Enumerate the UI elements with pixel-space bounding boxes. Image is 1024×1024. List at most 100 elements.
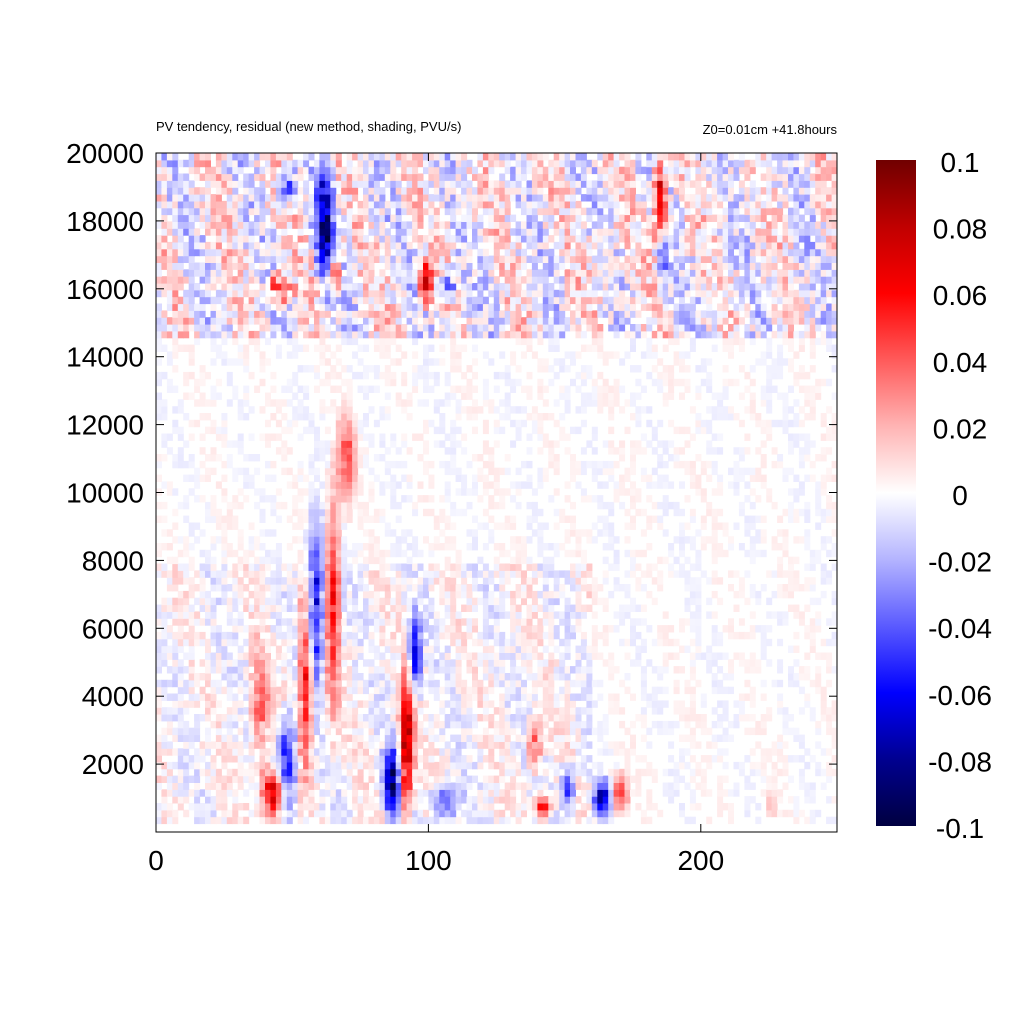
heatmap-cell [793,659,800,667]
heatmap-cell [423,652,429,660]
heatmap-cell [297,631,304,640]
heatmap-cell [166,570,173,578]
heatmap-cell [439,426,446,435]
heatmap-cell [706,611,713,619]
heatmap-cell [461,809,468,818]
heatmap-cell [210,543,217,551]
heatmap-cell [379,782,386,790]
heatmap-cell [232,796,239,804]
heatmap-cell [700,365,707,373]
heatmap-cell [226,501,233,510]
heatmap-cell [395,597,402,606]
heatmap-cell [215,631,222,640]
heatmap-cell [357,768,364,777]
heatmap-cell [673,768,680,777]
heatmap-cell [335,495,342,503]
heatmap-cell [363,501,369,510]
heatmap-cell [379,577,386,585]
heatmap-cell [760,392,767,400]
heatmap-cell [346,597,353,606]
heatmap-cell [684,618,691,626]
heatmap-cell [499,577,506,585]
heatmap-cell [368,796,375,804]
heatmap-cell [608,351,615,359]
heatmap-cell [243,344,250,352]
heatmap-cell [417,618,424,626]
heatmap-cell [308,426,315,435]
heatmap-cell [809,618,816,626]
heatmap-cell [199,590,206,599]
heatmap-cell [232,693,239,701]
heatmap-cell [809,413,816,421]
heatmap-cell [406,584,413,592]
heatmap-cell [439,358,446,366]
heatmap-cell [341,673,348,681]
heatmap-cell [243,727,250,736]
heatmap-cell [401,652,408,660]
heatmap-cell [401,378,408,387]
heatmap-cell [254,584,261,592]
heatmap-cell [341,597,348,606]
heatmap-cell [275,727,282,736]
heatmap-cell [570,727,576,736]
heatmap-cell [390,768,397,777]
heatmap-cell [798,536,805,544]
heatmap-cell [717,789,724,797]
heatmap-cell [308,741,315,749]
heatmap-cell [444,543,451,551]
heatmap-cell [510,803,517,811]
heatmap-cell [472,426,478,435]
heatmap-cell [706,789,713,797]
heatmap-cell [510,536,517,544]
heatmap-cell [368,611,375,619]
heatmap-cell [346,426,353,435]
heatmap-cell [711,556,718,565]
heatmap-cell [270,727,277,736]
heatmap-cell [630,447,636,455]
heatmap-cell [335,488,342,496]
heatmap-cell [559,714,566,722]
heatmap-cell [188,652,195,660]
heatmap-cell [728,673,734,681]
heatmap-cell [401,789,408,797]
heatmap-cell [700,782,707,790]
heatmap-cell [695,714,702,722]
heatmap-cell [265,707,271,715]
heatmap-cell [542,440,549,448]
heatmap-cell [630,392,636,400]
heatmap-cell [651,666,658,674]
heatmap-cell [700,536,707,544]
heatmap-cell [194,693,201,701]
heatmap-cell [401,584,408,592]
heatmap-cell [450,714,457,722]
heatmap-cell [183,666,190,674]
heatmap-cell [580,645,587,653]
heatmap-cell [177,714,184,722]
heatmap-cell [172,673,179,681]
heatmap-cell [357,625,364,633]
heatmap-cell [352,597,359,606]
heatmap-cell [831,700,837,708]
heatmap-cell [324,686,331,695]
heatmap-cell [346,782,353,790]
heatmap-cell [368,714,375,722]
heatmap-cell [782,584,789,592]
heatmap-cell [738,659,745,667]
heatmap-cell [526,413,533,421]
heatmap-cell [521,789,527,797]
heatmap-cell [352,440,359,448]
heatmap-cell [542,474,549,482]
heatmap-cell [199,371,206,380]
heatmap-cell [679,563,685,571]
heatmap-cell [275,789,282,797]
heatmap-cell [406,563,413,571]
heatmap-cell [335,755,342,763]
heatmap-cell [237,536,244,544]
heatmap-cell [177,618,184,626]
heatmap-cell [444,399,451,407]
heatmap-cell [275,645,282,653]
heatmap-cell [526,618,533,626]
heatmap-cell [717,679,724,688]
heatmap-cell [570,358,576,366]
heatmap-cell [608,693,615,701]
